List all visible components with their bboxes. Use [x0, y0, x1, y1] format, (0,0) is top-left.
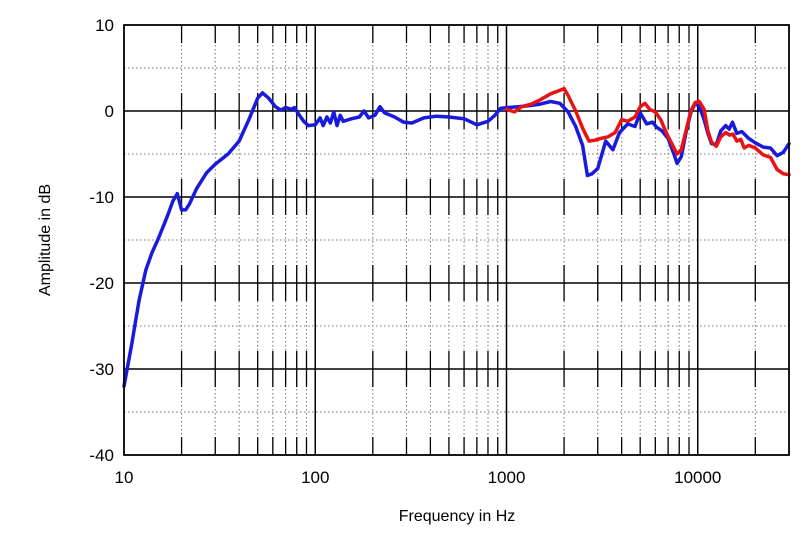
x-tick-label: 10000 — [674, 468, 721, 487]
y-tick-label: -20 — [89, 274, 114, 293]
y-tick-label: 0 — [105, 102, 114, 121]
series-line-1 — [122, 91, 791, 388]
x-axis-label: Frequency in Hz — [399, 508, 516, 525]
y-tick-label: 10 — [95, 16, 114, 35]
plot-frame — [123, 24, 790, 456]
x-tick-labels: 10 100 1000 10000 — [115, 468, 722, 487]
series-line-2 — [504, 86, 791, 177]
y-tick-label: -10 — [89, 188, 114, 207]
series-layer — [122, 86, 791, 388]
x-tick-label: 100 — [301, 468, 329, 487]
grid — [124, 25, 789, 455]
x-tick-label: 10 — [115, 468, 134, 487]
x-tick-label: 1000 — [488, 468, 526, 487]
y-tick-label: -30 — [89, 360, 114, 379]
y-axis-label: Amplitude in dB — [37, 184, 54, 296]
y-tick-labels: 10 0 -10 -20 -30 -40 — [89, 16, 114, 465]
y-tick-label: -40 — [89, 446, 114, 465]
